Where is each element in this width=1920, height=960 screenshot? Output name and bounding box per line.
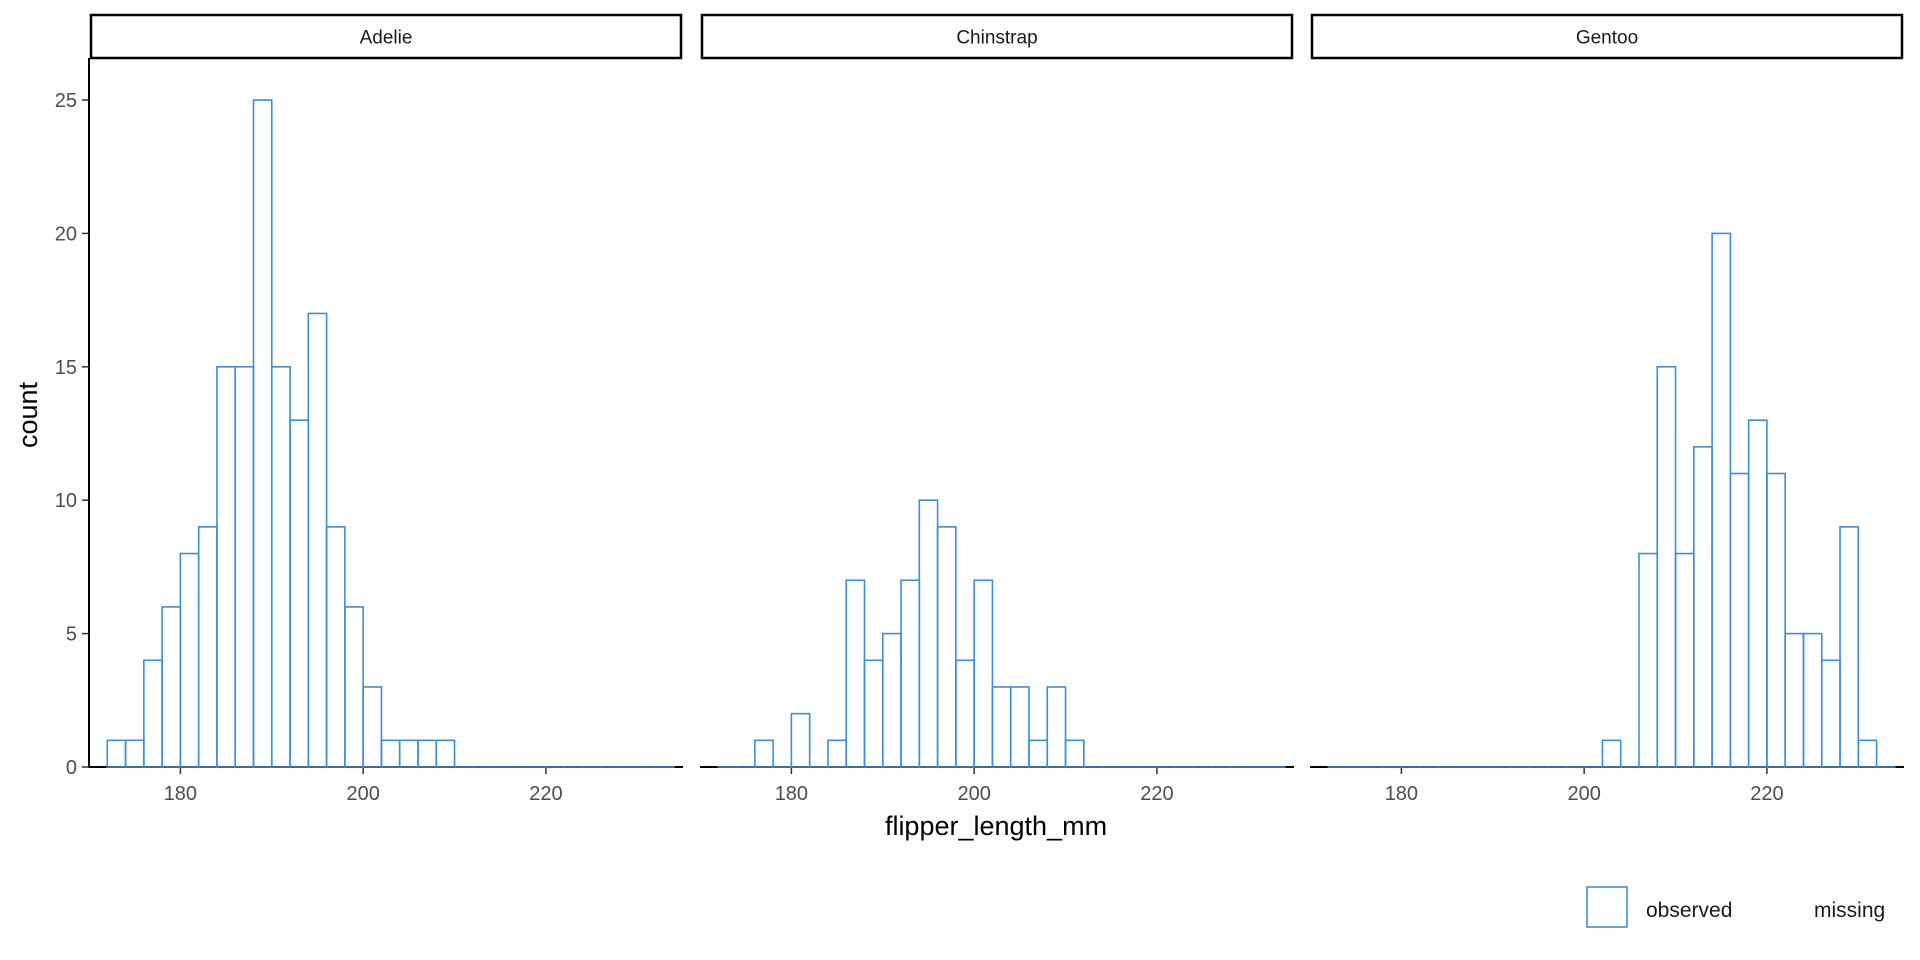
histogram-bar-adelie <box>435 739 456 768</box>
histogram-bar-adelie <box>417 739 438 768</box>
histogram-bar-gentoo <box>1820 659 1841 768</box>
histogram-bar-chinstrap <box>845 579 866 768</box>
histogram-bar-adelie <box>234 366 255 768</box>
legend: observed missing <box>1586 886 1885 928</box>
x-tick-label: 200 <box>1567 783 1600 805</box>
histogram-bar-gentoo <box>1839 526 1860 768</box>
facet-label-chinstrap: Chinstrap <box>956 28 1037 49</box>
histogram-bar-adelie <box>197 526 218 768</box>
x-tick-label: 180 <box>775 783 808 805</box>
histogram-bar-chinstrap <box>1064 739 1085 768</box>
y-axis-title: count <box>13 381 43 448</box>
histogram-bar-gentoo <box>1784 632 1805 768</box>
histogram-bar-adelie <box>124 739 145 768</box>
histogram-bar-adelie <box>161 606 182 768</box>
histogram-bar-chinstrap <box>1028 739 1049 768</box>
histogram-bar-adelie <box>344 606 364 768</box>
histogram-bar-gentoo <box>1802 632 1823 768</box>
histogram-bar-chinstrap <box>790 712 811 768</box>
histogram-bar-gentoo <box>1857 739 1878 768</box>
histogram-bar-gentoo <box>1674 552 1695 768</box>
x-tick-label: 220 <box>1140 783 1173 805</box>
y-tick-label: 5 <box>66 624 77 646</box>
histogram-bar-adelie <box>179 552 200 768</box>
histogram-bar-gentoo <box>1693 446 1713 768</box>
y-tick-label: 0 <box>66 757 77 779</box>
x-tick-label: 180 <box>1385 783 1418 805</box>
x-tick-label: 200 <box>346 783 379 805</box>
x-tick-label: 220 <box>1750 783 1783 805</box>
facet-strip-adelie <box>89 13 683 60</box>
histogram-bar-adelie <box>252 99 273 768</box>
histogram-bar-gentoo <box>1711 232 1732 768</box>
histogram-bar-chinstrap <box>881 632 902 768</box>
y-tick-label: 10 <box>55 490 77 512</box>
histogram-bar-gentoo <box>1747 419 1768 768</box>
legend-key-observed <box>1586 886 1628 928</box>
histogram-bar-adelie <box>325 526 346 768</box>
histogram-bar-adelie <box>216 366 237 768</box>
histogram-bar-adelie <box>307 312 328 768</box>
facet-strip-chinstrap <box>700 13 1294 60</box>
histogram-bar-chinstrap <box>918 499 939 768</box>
histogram-bar-gentoo <box>1766 472 1787 768</box>
facet-label-gentoo: Gentoo <box>1576 28 1638 49</box>
histogram-bar-chinstrap <box>827 739 848 768</box>
histogram-bar-chinstrap <box>955 659 975 768</box>
histogram-bar-chinstrap <box>1046 686 1067 768</box>
histogram-bar-gentoo <box>1656 366 1677 768</box>
facet-panels: Adelie 0 5 10 15 20 25 180 200 220 Chinstrap 180 200… <box>55 13 1904 805</box>
histogram-bar-adelie <box>380 739 401 768</box>
histogram-bar-adelie <box>362 686 383 768</box>
facet-strip-gentoo <box>1310 13 1904 60</box>
histogram-bar-chinstrap <box>863 659 884 768</box>
histogram-bar-chinstrap <box>991 686 1012 768</box>
x-axis-title: flipper_length_mm <box>885 811 1107 841</box>
y-tick-label: 20 <box>55 223 77 245</box>
y-tick-label: 25 <box>55 90 77 112</box>
histogram-bar-adelie <box>270 366 291 768</box>
x-tick-label: 180 <box>164 783 197 805</box>
x-tick-label: 200 <box>957 783 990 805</box>
histogram-bar-chinstrap <box>900 579 921 768</box>
histogram-bar-chinstrap <box>936 526 957 768</box>
histogram-bar-gentoo <box>1601 739 1622 768</box>
x-tick-label: 220 <box>529 783 562 805</box>
y-tick-label: 15 <box>55 357 77 379</box>
histogram-bar-adelie <box>106 739 127 768</box>
histogram-bar-chinstrap <box>973 579 994 768</box>
legend-label-observed: observed <box>1646 899 1732 922</box>
histogram-bar-adelie <box>289 419 310 768</box>
histogram-bar-gentoo <box>1638 552 1659 768</box>
histogram-bar-gentoo <box>1729 472 1750 768</box>
histogram-bar-chinstrap <box>1009 686 1030 768</box>
histogram-bar-adelie <box>143 659 163 768</box>
histogram-bar-adelie <box>398 739 419 768</box>
facet-label-adelie: Adelie <box>360 28 413 49</box>
histogram-bar-chinstrap <box>754 739 774 768</box>
legend-label-missing: missing <box>1814 899 1885 922</box>
